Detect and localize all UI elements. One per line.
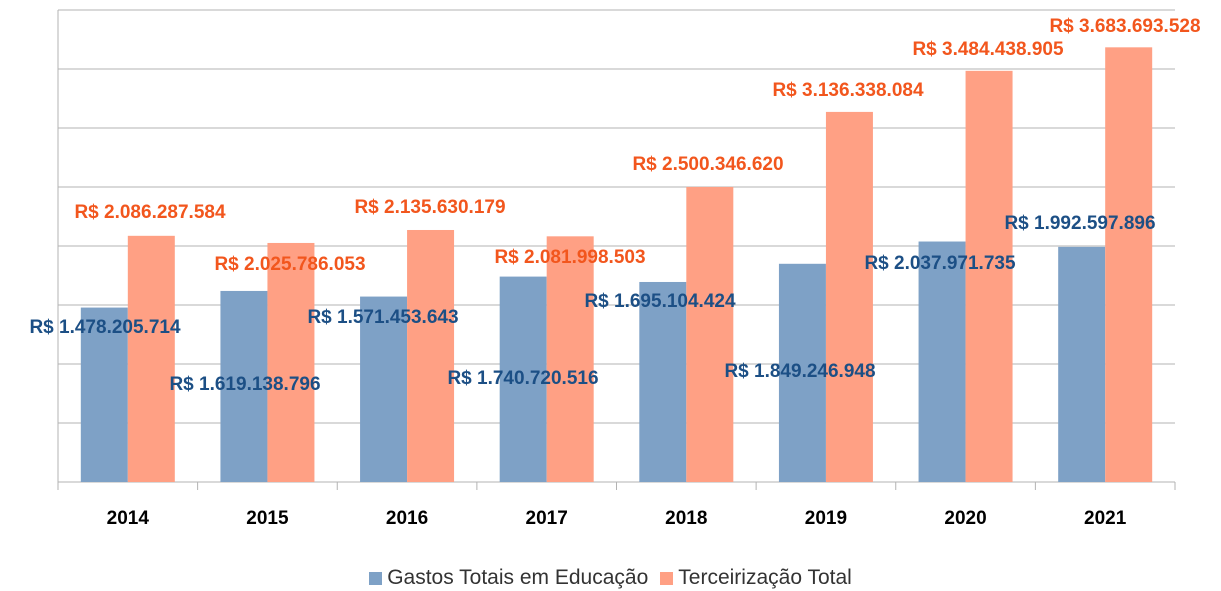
value-label: R$ 1.478.205.714 <box>29 317 181 338</box>
legend-label: Terceirização Total <box>678 566 852 589</box>
legend-swatch <box>369 571 383 585</box>
bar <box>965 70 1013 482</box>
bar <box>918 241 966 482</box>
value-label: R$ 2.086.287.584 <box>74 202 226 223</box>
bar <box>360 296 408 482</box>
x-tick-label: 2018 <box>665 508 707 529</box>
bar <box>778 263 826 482</box>
bar <box>80 307 128 482</box>
chart: R$ 1.478.205.714 R$ 1.619.138.796 R$ 1.571… <box>29 9 1201 529</box>
legend-swatch <box>660 571 674 585</box>
value-label: R$ 1.695.104.424 <box>584 291 736 312</box>
bar <box>220 290 268 482</box>
value-label: R$ 3.484.438.905 <box>912 39 1064 60</box>
value-label: R$ 1.740.720.516 <box>447 368 598 389</box>
legend-item: Terceirização Total <box>660 566 852 590</box>
value-label: R$ 2.037.971.735 <box>864 253 1016 274</box>
x-tick-label: 2020 <box>944 508 986 529</box>
bar <box>127 235 175 482</box>
value-label: R$ 3.683.693.528 <box>1049 16 1200 37</box>
legend-item: Gastos Totais em Educação <box>369 566 648 590</box>
x-tick-label: 2015 <box>246 508 289 529</box>
legend-label: Gastos Totais em Educação <box>387 566 649 589</box>
bar <box>546 236 594 482</box>
x-tick-label: 2017 <box>526 508 568 529</box>
value-label: R$ 1.619.138.796 <box>169 374 320 395</box>
legend: Gastos Totais em Educação Terceirização T… <box>0 566 1221 590</box>
value-label: R$ 1.571.453.643 <box>307 307 458 328</box>
bar <box>825 111 873 482</box>
value-label: R$ 1.992.597.896 <box>1004 213 1155 234</box>
x-tick-label: 2016 <box>386 508 428 529</box>
bar <box>1105 47 1153 483</box>
x-tick-label: 2014 <box>107 508 150 529</box>
value-label: R$ 2.081.998.503 <box>494 247 645 268</box>
bar <box>267 242 315 482</box>
value-label: R$ 2.500.346.620 <box>632 154 783 175</box>
value-label: R$ 2.025.786.053 <box>214 254 365 275</box>
x-tick-label: 2021 <box>1084 508 1127 529</box>
bar <box>499 276 547 482</box>
bar <box>1058 246 1106 482</box>
bar <box>407 229 455 482</box>
value-label: R$ 2.135.630.179 <box>354 197 505 218</box>
x-tick-label: 2019 <box>805 508 847 529</box>
bar <box>639 281 687 482</box>
value-label: R$ 1.849.246.948 <box>724 361 875 382</box>
value-label: R$ 3.136.338.084 <box>772 80 924 101</box>
bar <box>686 186 734 482</box>
